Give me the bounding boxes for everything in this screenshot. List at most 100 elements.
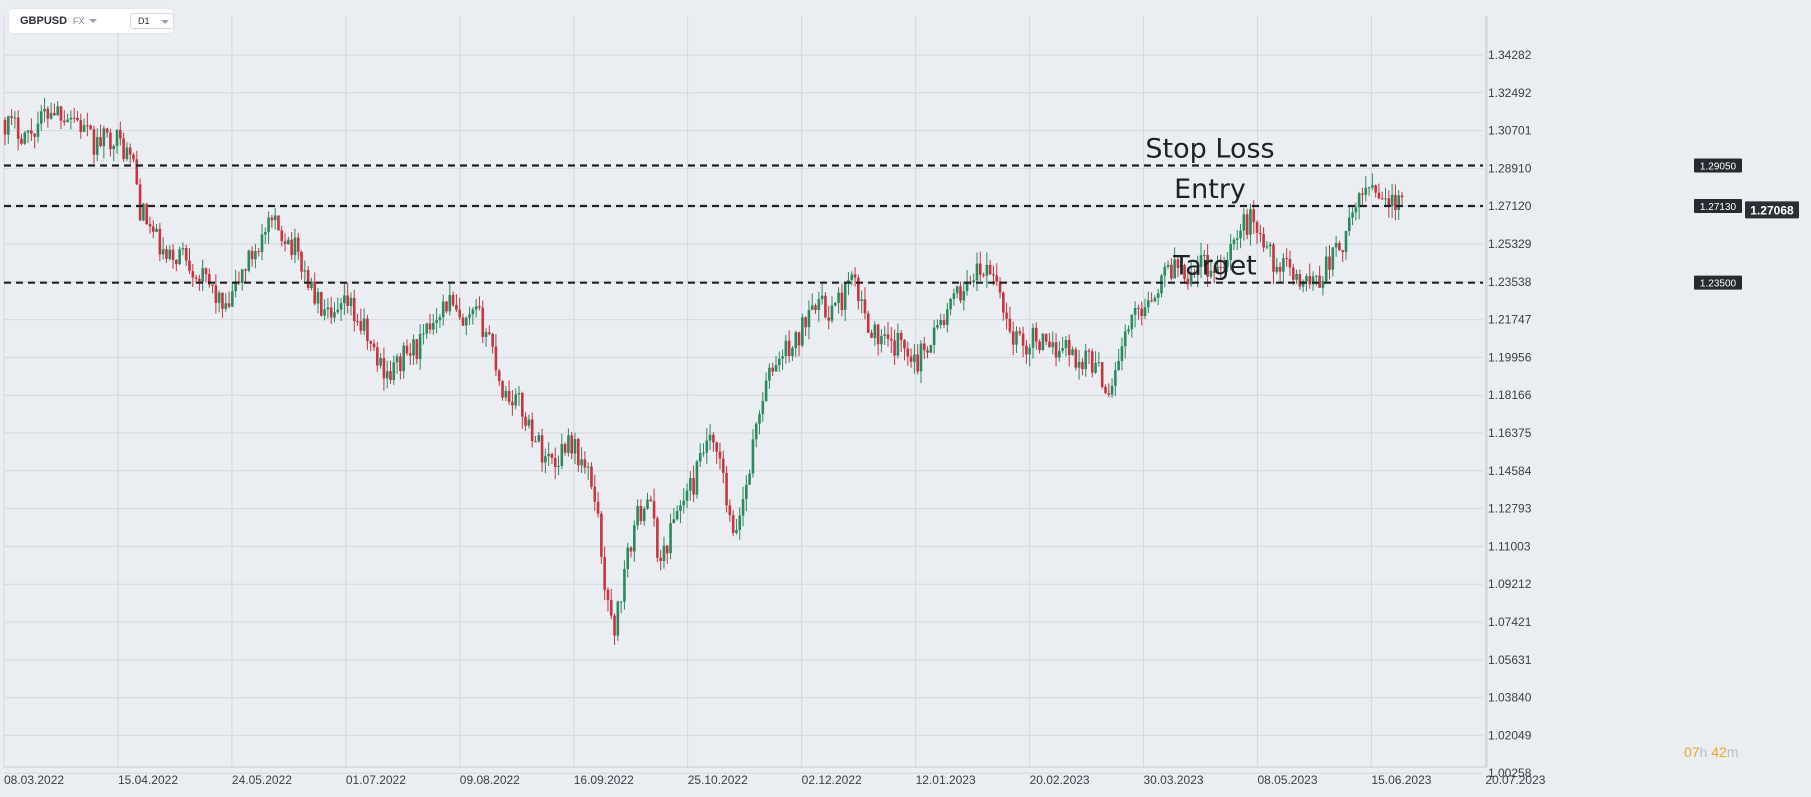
candle	[586, 462, 590, 480]
candle	[791, 346, 794, 361]
price-tick-label: 1.32492	[1488, 86, 1532, 100]
candle	[1051, 331, 1055, 355]
candle	[998, 277, 1002, 299]
level-entry[interactable]: Entry 1.27130	[4, 174, 1742, 214]
candle	[517, 385, 521, 407]
candle	[787, 330, 791, 363]
level-target[interactable]: Target 1.23500	[4, 251, 1742, 290]
candle	[1262, 227, 1265, 253]
candle	[56, 101, 60, 116]
date-tick-label: 15.06.2023	[1371, 773, 1431, 787]
candle	[191, 263, 195, 288]
candle	[451, 291, 455, 307]
candle	[520, 391, 524, 430]
candle	[573, 432, 577, 465]
market-label: FX	[73, 16, 85, 26]
trade-levels: Stop Loss 1.29050 Entry 1.27130 Target 1.2350…	[4, 133, 1742, 290]
candle	[135, 150, 139, 186]
candle	[761, 391, 765, 422]
candle	[399, 353, 402, 380]
candle	[932, 320, 936, 354]
chart-grid	[3, 16, 1488, 774]
candle	[151, 220, 155, 239]
candle	[1318, 265, 1321, 289]
date-tick-label: 09.08.2022	[460, 773, 520, 787]
candle	[254, 243, 257, 269]
candle	[455, 294, 458, 313]
candle	[392, 355, 396, 385]
candle	[1285, 248, 1288, 267]
candle	[333, 302, 336, 323]
candle	[702, 443, 705, 457]
candle	[1203, 249, 1206, 267]
candle	[1067, 334, 1071, 367]
candle	[1176, 254, 1180, 278]
candle	[698, 443, 702, 468]
candle	[689, 471, 692, 501]
candle	[820, 284, 824, 305]
date-axis[interactable]: 08.03.2022 15.04.2022 24.05.2022 01.07.2022…	[4, 773, 1546, 787]
candle	[817, 291, 821, 323]
date-tick-label: 24.05.2022	[232, 773, 292, 787]
candle	[1400, 191, 1404, 207]
candle	[478, 296, 481, 311]
candle	[1130, 314, 1134, 338]
candle	[1209, 259, 1213, 279]
candle	[616, 600, 620, 641]
candle	[1150, 292, 1153, 303]
candle	[1186, 273, 1190, 290]
candle	[250, 246, 254, 267]
candle	[441, 294, 445, 326]
candle	[30, 118, 33, 142]
candle	[188, 248, 191, 275]
candle	[329, 296, 333, 325]
candle	[1002, 291, 1005, 321]
candle	[797, 331, 801, 357]
candle	[1137, 304, 1140, 320]
price-axis[interactable]: 1.34282 1.32492 1.30701 1.28910 1.27120 1.253…	[1488, 48, 1799, 780]
candle	[692, 465, 695, 503]
candle	[290, 231, 293, 261]
candle	[1259, 224, 1262, 243]
candle	[1120, 337, 1124, 371]
candle	[794, 330, 798, 358]
candle	[405, 339, 409, 356]
candle	[1255, 220, 1259, 245]
candle	[1331, 247, 1335, 277]
candle	[161, 237, 165, 260]
candle	[1347, 206, 1351, 236]
level-stop-loss[interactable]: Stop Loss 1.29050	[4, 133, 1742, 173]
price-tick-label: 1.05631	[1488, 653, 1532, 667]
candle	[1212, 265, 1216, 284]
candle	[128, 143, 132, 164]
candle	[231, 281, 234, 308]
candle	[781, 349, 784, 370]
candle	[227, 291, 231, 309]
candle	[425, 322, 429, 339]
candle	[214, 274, 218, 314]
candle	[784, 335, 788, 364]
candle	[880, 329, 883, 353]
timeframe-select[interactable]: D1	[130, 13, 174, 29]
candle	[109, 128, 112, 157]
candle	[540, 428, 544, 472]
candle	[1245, 208, 1249, 240]
candle	[1071, 346, 1074, 356]
candle	[336, 297, 340, 315]
price-tick-label: 1.34282	[1488, 48, 1532, 62]
candle	[1034, 322, 1038, 350]
candle	[721, 450, 725, 484]
candle	[464, 316, 468, 336]
candle	[372, 339, 376, 351]
symbol-selector[interactable]: GBPUSD FX D1	[9, 9, 174, 33]
candle	[471, 307, 475, 325]
candle	[1357, 191, 1361, 220]
candle	[1025, 340, 1028, 364]
chevron-down-icon[interactable]	[89, 19, 97, 23]
candle	[145, 202, 148, 226]
candle	[1249, 203, 1252, 246]
candle	[204, 267, 208, 283]
price-tick-label: 1.12793	[1488, 502, 1532, 516]
candle	[3, 117, 7, 146]
